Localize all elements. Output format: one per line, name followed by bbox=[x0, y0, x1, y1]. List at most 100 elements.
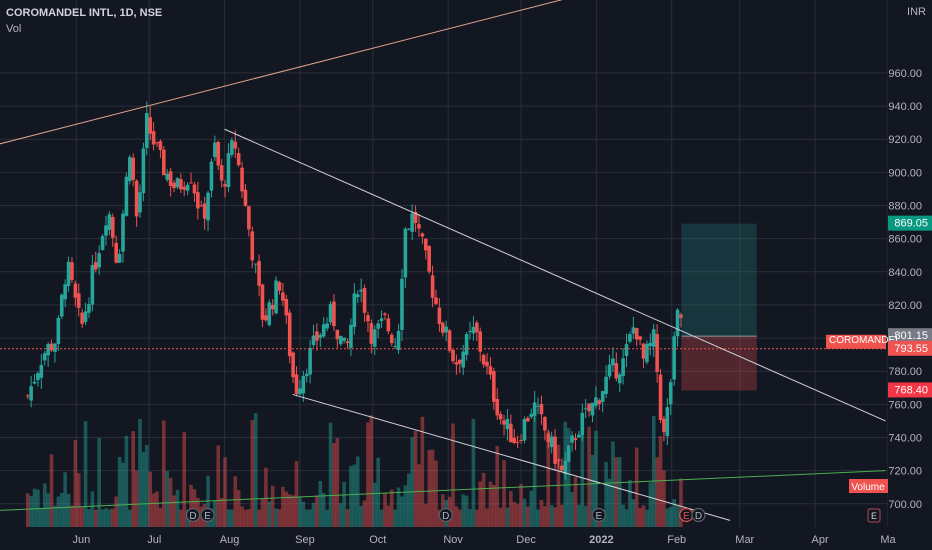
volume-indicator-label[interactable]: Vol bbox=[6, 23, 22, 35]
candle-body bbox=[138, 192, 142, 213]
candle-body bbox=[509, 423, 513, 443]
earnings-event-marker[interactable]: E bbox=[679, 507, 694, 523]
candle-body bbox=[461, 351, 466, 368]
candle-body bbox=[444, 326, 449, 333]
candle-body bbox=[107, 214, 112, 230]
trendline-upper[interactable] bbox=[0, 0, 567, 145]
candle-body bbox=[634, 328, 639, 340]
candle-body bbox=[192, 184, 197, 194]
candle-body bbox=[617, 374, 622, 384]
candle-body bbox=[253, 263, 258, 265]
svg-text:D: D bbox=[442, 511, 449, 522]
volume-bar bbox=[607, 478, 612, 527]
price-tag-label: 793.55 bbox=[894, 343, 928, 355]
candle-body bbox=[383, 313, 387, 315]
price-tag bbox=[888, 382, 932, 398]
volume-bar bbox=[76, 473, 81, 527]
volume-bar bbox=[478, 481, 483, 527]
candle-body bbox=[287, 312, 292, 357]
volume-bar bbox=[114, 496, 118, 527]
trendline-resistance[interactable] bbox=[224, 128, 886, 422]
volume-bar bbox=[549, 505, 554, 527]
candle-body bbox=[641, 343, 646, 359]
x-tick-label: Nov bbox=[443, 534, 463, 546]
candle-body bbox=[495, 398, 500, 416]
candle-body bbox=[475, 322, 479, 333]
candle-body bbox=[240, 167, 244, 192]
candle-body bbox=[624, 344, 629, 357]
volume-bar bbox=[175, 489, 180, 527]
y-tick-label: 960.00 bbox=[888, 68, 922, 80]
volume-bar bbox=[509, 491, 513, 527]
candle-body bbox=[100, 236, 105, 251]
candle-body bbox=[638, 336, 642, 340]
volume-bar bbox=[492, 484, 496, 527]
price-tag-label: 801.15 bbox=[894, 330, 928, 342]
candle-body bbox=[93, 262, 98, 270]
time-axis[interactable] bbox=[0, 527, 932, 550]
candle-body bbox=[284, 298, 289, 316]
volume-bar bbox=[226, 509, 231, 527]
volume-bar bbox=[420, 416, 425, 527]
candle-body bbox=[651, 329, 656, 347]
dividend-event-marker[interactable]: D bbox=[438, 507, 453, 523]
x-tick-label: Sep bbox=[295, 534, 315, 546]
earnings-event-marker[interactable]: E bbox=[200, 507, 215, 523]
price-tag bbox=[888, 215, 932, 231]
volume-bar bbox=[505, 507, 510, 527]
candle-body bbox=[264, 315, 268, 321]
volume-bar bbox=[376, 457, 380, 527]
candle-body bbox=[369, 323, 374, 344]
volume-bar bbox=[488, 481, 493, 527]
candle-body bbox=[36, 373, 40, 381]
candle-body bbox=[301, 376, 306, 394]
candle-body bbox=[87, 304, 91, 313]
volume-bar bbox=[594, 430, 598, 527]
volume-bar bbox=[529, 490, 534, 527]
price-axis[interactable] bbox=[888, 0, 932, 550]
candle-body bbox=[63, 284, 67, 300]
volume-bar bbox=[335, 438, 340, 527]
trendline-lower[interactable] bbox=[0, 470, 886, 511]
candle-body bbox=[321, 324, 326, 337]
volume-bar bbox=[577, 504, 581, 527]
volume-bar bbox=[325, 509, 329, 527]
candle-body bbox=[580, 412, 585, 435]
volume-bar bbox=[638, 508, 642, 527]
candle-body bbox=[325, 323, 329, 329]
candle-body bbox=[478, 331, 483, 352]
dividend-event-marker[interactable]: D bbox=[691, 507, 706, 523]
earnings-event-marker[interactable]: E bbox=[591, 507, 606, 523]
dividend-event-marker[interactable]: D bbox=[185, 507, 201, 523]
volume-bar bbox=[583, 505, 588, 527]
candle-body bbox=[59, 294, 64, 317]
candle-body bbox=[46, 344, 50, 356]
symbol-label[interactable]: COROMANDEL INTL, 1D, NSE bbox=[6, 7, 163, 19]
volume-bar bbox=[617, 457, 622, 527]
earnings-axis-marker[interactable] bbox=[867, 508, 881, 523]
x-tick-label: Feb bbox=[667, 534, 686, 546]
volume-bar bbox=[675, 505, 680, 527]
volume-bar bbox=[267, 501, 272, 527]
candle-body bbox=[349, 324, 353, 348]
candle-body bbox=[104, 225, 108, 236]
volume-bar bbox=[104, 508, 108, 527]
volume-bar bbox=[97, 437, 101, 527]
candle-body bbox=[332, 301, 336, 327]
volume-bar bbox=[406, 473, 411, 527]
position-target-zone[interactable] bbox=[681, 223, 757, 337]
candle-body bbox=[597, 400, 602, 404]
position-stop-zone[interactable] bbox=[681, 336, 757, 391]
trendline-support[interactable] bbox=[292, 393, 731, 521]
volume-bar bbox=[243, 509, 248, 527]
candle-body bbox=[328, 303, 333, 323]
volume-bar bbox=[393, 509, 397, 527]
candle-body bbox=[594, 397, 598, 406]
volume-bar bbox=[423, 503, 428, 527]
volume-bar bbox=[345, 509, 350, 527]
candle-body bbox=[655, 334, 659, 373]
volume-bar bbox=[223, 457, 227, 527]
candle-body bbox=[502, 420, 506, 425]
candle-body bbox=[56, 317, 61, 345]
